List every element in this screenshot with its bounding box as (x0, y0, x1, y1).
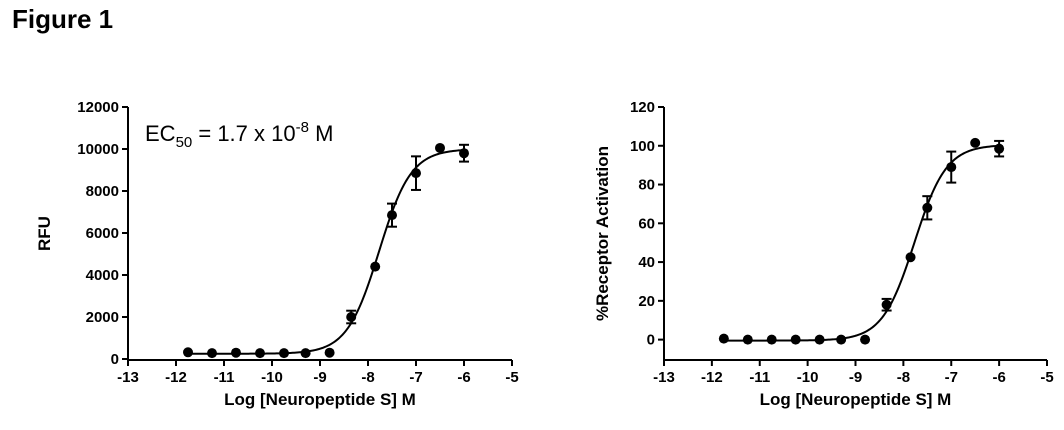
x-tick-label: -10 (797, 369, 819, 386)
x-tick-label: -5 (1040, 369, 1053, 386)
data-point (370, 261, 381, 272)
data-point (387, 210, 397, 221)
data-point (860, 334, 871, 345)
x-tick-label: -8 (897, 369, 910, 386)
data-point (231, 347, 241, 358)
y-tick-label: 10000 (77, 141, 119, 158)
ec50-subscript: 50 (176, 134, 193, 151)
data-point (742, 334, 753, 345)
y-tick-label: 60 (638, 215, 655, 232)
y-tick-label: 0 (647, 332, 655, 349)
data-point (459, 148, 469, 159)
data-point (718, 333, 729, 344)
data-point (300, 348, 311, 359)
x-tick-label: -7 (409, 369, 422, 386)
data-point (324, 347, 335, 358)
x-tick-label: -6 (457, 369, 470, 386)
data-point (881, 299, 892, 310)
data-point (922, 202, 933, 213)
x-tick-label: -12 (165, 369, 187, 386)
data-point (790, 334, 801, 345)
fit-curve (188, 149, 465, 355)
y-tick-label: 6000 (86, 225, 119, 242)
receptor-activation-chart: 0 20 40 60 80 100 120 -13 -12 -11 -10 -9 -8 -7 -6 -5 Log… (593, 99, 1054, 409)
x-tick-label: -5 (505, 369, 518, 386)
x-tick-label: -12 (701, 369, 723, 386)
data-point (946, 162, 957, 173)
y-tick-label: 2000 (86, 309, 119, 326)
x-tick-label: -8 (361, 369, 374, 386)
x-tick-label: -9 (849, 369, 862, 386)
x-tick-label: -11 (749, 369, 770, 386)
x-axis-label: Log [Neuropeptide S] M (760, 390, 952, 409)
data-point (435, 142, 445, 153)
data-point (836, 334, 847, 345)
y-tick-label: 8000 (86, 183, 119, 200)
data-point (905, 252, 916, 263)
rfu-dose-response-chart: 0 2000 4000 6000 8000 10000 12000 -13 -12 -11 -10 -… (35, 99, 519, 409)
x-axis-label: Log [Neuropeptide S] M (224, 390, 416, 409)
ec50-annotation: EC50 = 1.7 x 10-8 M (145, 119, 333, 151)
x-tick-label: -13 (653, 369, 675, 386)
data-point (814, 334, 825, 345)
x-tick-label: -11 (214, 369, 235, 386)
y-axis-label: RFU (35, 216, 54, 251)
fit-curve (723, 144, 1000, 342)
y-tick-label: 20 (638, 293, 655, 310)
ec50-superscript: -8 (296, 119, 309, 136)
data-point (255, 348, 265, 359)
y-tick-label: 100 (630, 138, 655, 155)
y-tick-label: 120 (630, 99, 655, 116)
x-tick-label: -9 (313, 369, 326, 386)
data-point (207, 348, 217, 359)
ec50-suffix: M (309, 121, 333, 146)
x-tick-label: -6 (992, 369, 1005, 386)
y-tick-label: 0 (111, 351, 119, 368)
data-point (766, 334, 777, 345)
data-point (411, 168, 421, 179)
data-point (279, 348, 289, 359)
ec50-mid: = 1.7 x 10 (192, 121, 295, 146)
data-point (346, 312, 357, 322)
data-point (183, 347, 193, 358)
data-point (970, 137, 981, 148)
y-tick-label: 12000 (77, 99, 119, 116)
ec50-prefix: EC (145, 121, 176, 146)
y-tick-label: 40 (638, 254, 655, 271)
x-tick-label: -7 (945, 369, 958, 386)
y-tick-label: 80 (638, 177, 655, 194)
x-tick-label: -13 (117, 369, 139, 386)
figure-title: Figure 1 (12, 4, 114, 34)
y-axis-label: %Receptor Activation (593, 146, 612, 321)
data-point (994, 143, 1005, 154)
y-tick-label: 4000 (86, 267, 119, 284)
x-tick-label: -10 (261, 369, 283, 386)
